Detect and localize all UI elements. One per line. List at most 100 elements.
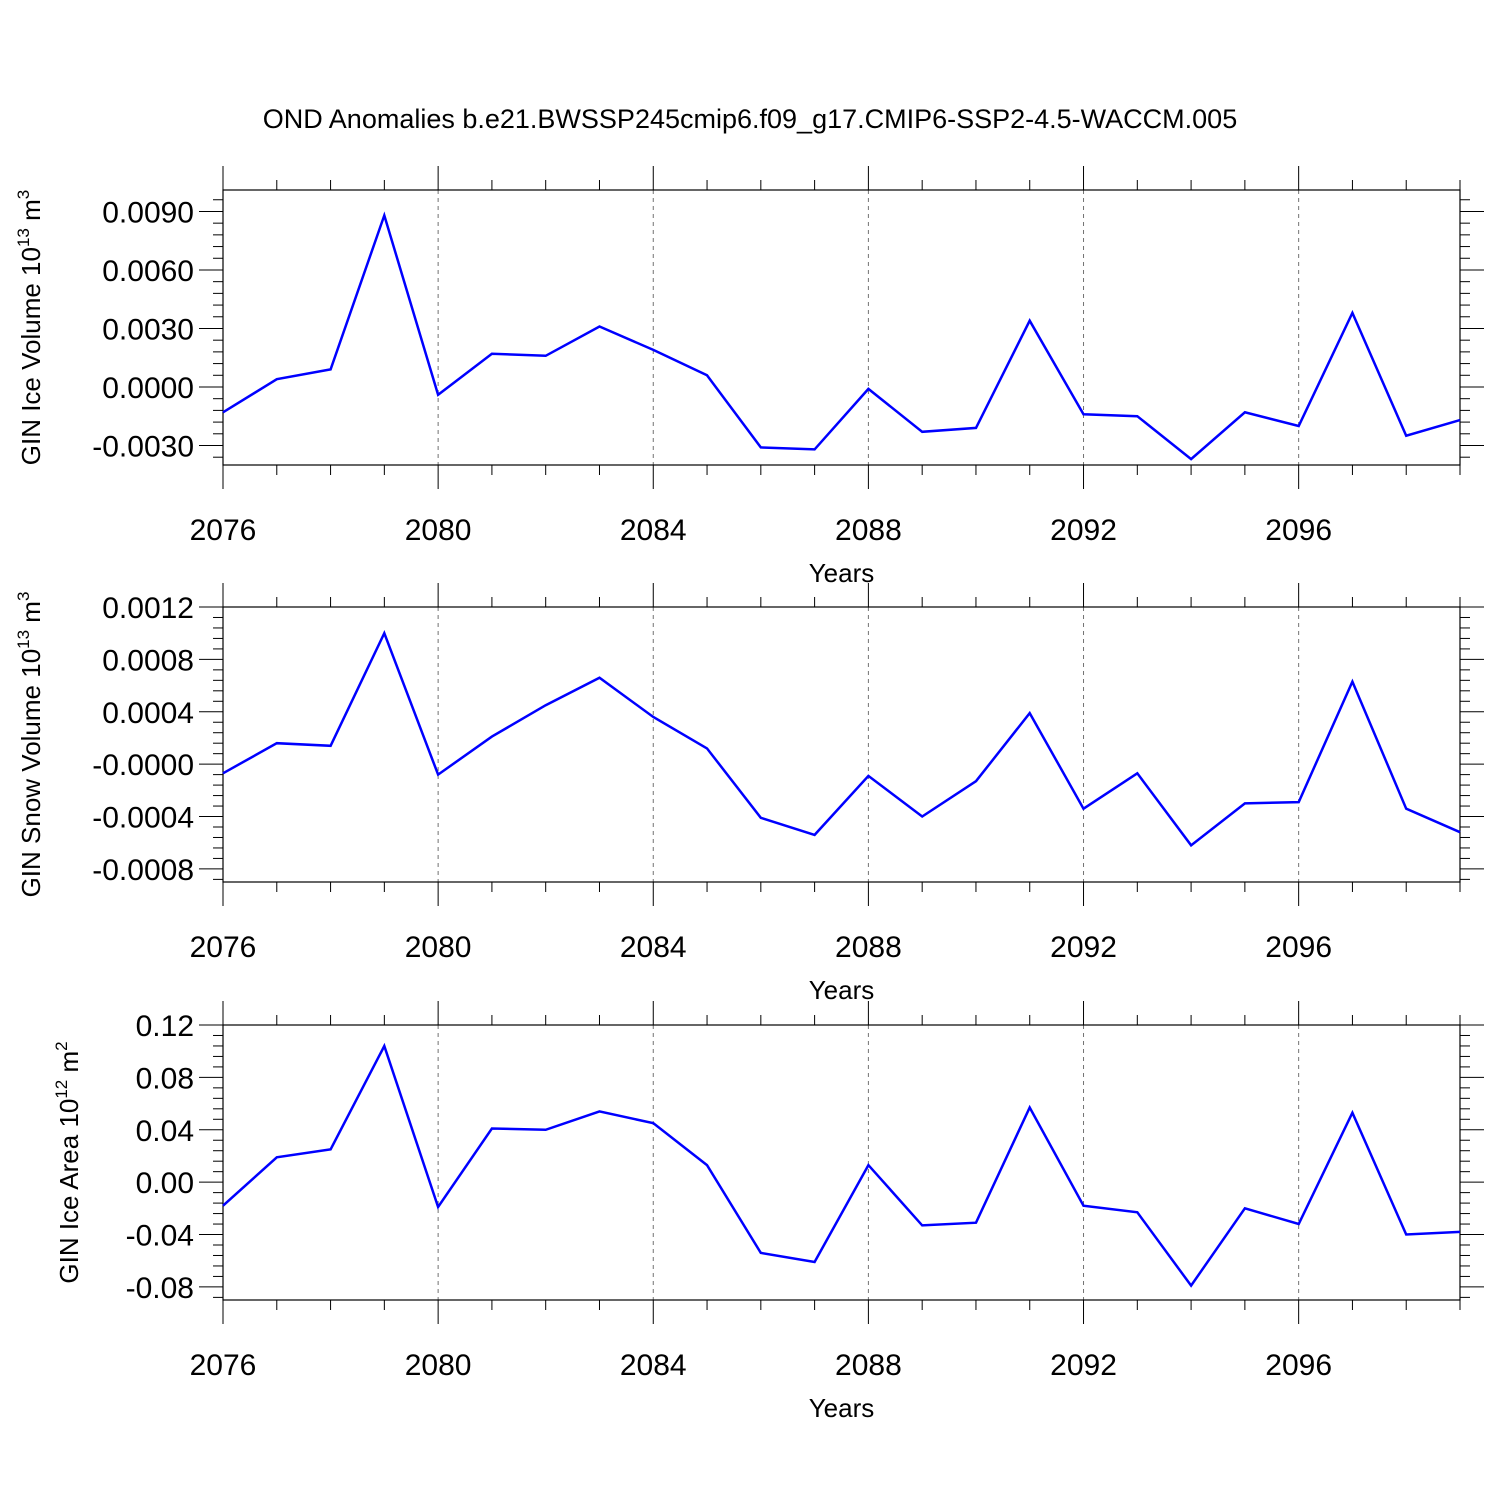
y-axis-label-text: m [16,601,46,630]
data-point [491,353,493,355]
plot-frame [222,606,1461,883]
data-point [1082,1205,1084,1207]
data-point [1136,415,1138,417]
data-point [1190,458,1192,460]
data-point [276,742,278,744]
data-point [544,704,546,706]
y-tick-label: 0.0008 [102,644,194,677]
y-tick-label: 0.04 [136,1115,194,1148]
data-point [598,325,600,327]
data-point [1297,425,1299,427]
data-point [276,1156,278,1158]
y-axis-label-superscript: 12 [52,1080,71,1099]
data-point [383,632,385,634]
data-point [1297,1223,1299,1225]
y-axis-label-superscript: 13 [14,228,33,247]
data-point [975,1222,977,1224]
x-tick-label: 2092 [1050,514,1117,547]
panel-1: 2076 2080 2084 2088 2092 2096 Years -0.0030 0.00… [14,166,1484,588]
y-axis-label-text: GIN Ice Area 10 [54,1099,84,1284]
data-point [921,1224,923,1226]
data-point [1244,1207,1246,1209]
data-point [652,716,654,718]
x-tick-label: 2080 [405,1349,472,1382]
data-point [1244,411,1246,413]
y-tick-label: 0.0090 [102,196,194,229]
y-tick-label: 0.0060 [102,255,194,288]
data-point [222,1205,224,1207]
series-line [222,1042,1461,1288]
data-point [1405,807,1407,809]
data-point [921,815,923,817]
x-tick-label: 2096 [1265,514,1332,547]
data-point [222,772,224,774]
y-tick-label: 0.0004 [102,697,194,730]
y-tick-label: 0.0012 [102,592,194,625]
data-point [1244,802,1246,804]
data-point [652,1122,654,1124]
data-point [1351,1112,1353,1114]
y-tick-label: -0.04 [126,1220,194,1253]
x-tick-label: 2076 [190,514,257,547]
data-point [867,1164,869,1166]
x-tick-label: 2080 [405,514,472,547]
y-tick-label: 0.12 [136,1010,194,1043]
data-point [1082,413,1084,415]
data-point [329,368,331,370]
data-point [329,745,331,747]
chart-title: OND Anomalies b.e21.BWSSP245cmip6.f09_g1… [263,104,1237,134]
y-tick-label: -0.0008 [92,854,194,887]
y-axis-label-text: GIN Ice Volume 10 [16,247,46,465]
x-tick-label: 2084 [620,1349,687,1382]
data-point [222,411,224,413]
y-axis-label-superscript: 2 [52,1041,71,1050]
y-axis-label: GIN Snow Volume 1013 m3 [14,592,46,898]
y-tick-label: 0.08 [136,1062,194,1095]
data-point [867,388,869,390]
data-point [760,817,762,819]
data-point [383,1045,385,1047]
data-point [760,446,762,448]
data-point [652,349,654,351]
x-axis-label: Years [809,558,875,588]
x-tick-label: 2096 [1265,931,1332,964]
series-line [222,630,1461,848]
x-axis-label: Years [809,1393,875,1423]
panel-3: 2076 2080 2084 2088 2092 2096 Years -0.08 -0.04 0… [52,1001,1484,1423]
data-point [544,1129,546,1131]
data-point [760,1252,762,1254]
x-tick-label: 2088 [835,1349,902,1382]
data-point [1459,419,1461,421]
y-axis-label: GIN Ice Volume 1013 m3 [14,190,46,466]
data-point [1459,831,1461,833]
x-tick-label: 2080 [405,931,472,964]
y-axis-label-superscript: 3 [14,592,33,601]
y-axis-label-text: GIN Snow Volume 10 [16,649,46,898]
data-point [1029,712,1031,714]
data-point [276,378,278,380]
y-tick-label: 0.00 [136,1167,194,1200]
data-point [921,431,923,433]
plot-frame [222,189,1461,466]
y-axis-label-text: m [16,199,46,228]
data-point [1459,1231,1461,1233]
data-point [1029,319,1031,321]
data-point [867,775,869,777]
y-axis-label: GIN Ice Area 1012 m2 [52,1041,84,1283]
x-tick-label: 2092 [1050,1349,1117,1382]
data-point [1351,680,1353,682]
x-tick-label: 2084 [620,931,687,964]
data-point [1082,807,1084,809]
data-point [706,1164,708,1166]
data-point [598,1110,600,1112]
series-line [222,211,1461,461]
data-point [706,747,708,749]
data-point [813,834,815,836]
x-tick-label: 2076 [190,1349,257,1382]
data-point [975,780,977,782]
y-tick-label: 0.0000 [102,372,194,405]
data-point [437,394,439,396]
panel-2: 2076 2080 2084 2088 2092 2096 Years -0.0008 -0.0… [14,583,1484,1005]
x-axis-label: Years [809,975,875,1005]
